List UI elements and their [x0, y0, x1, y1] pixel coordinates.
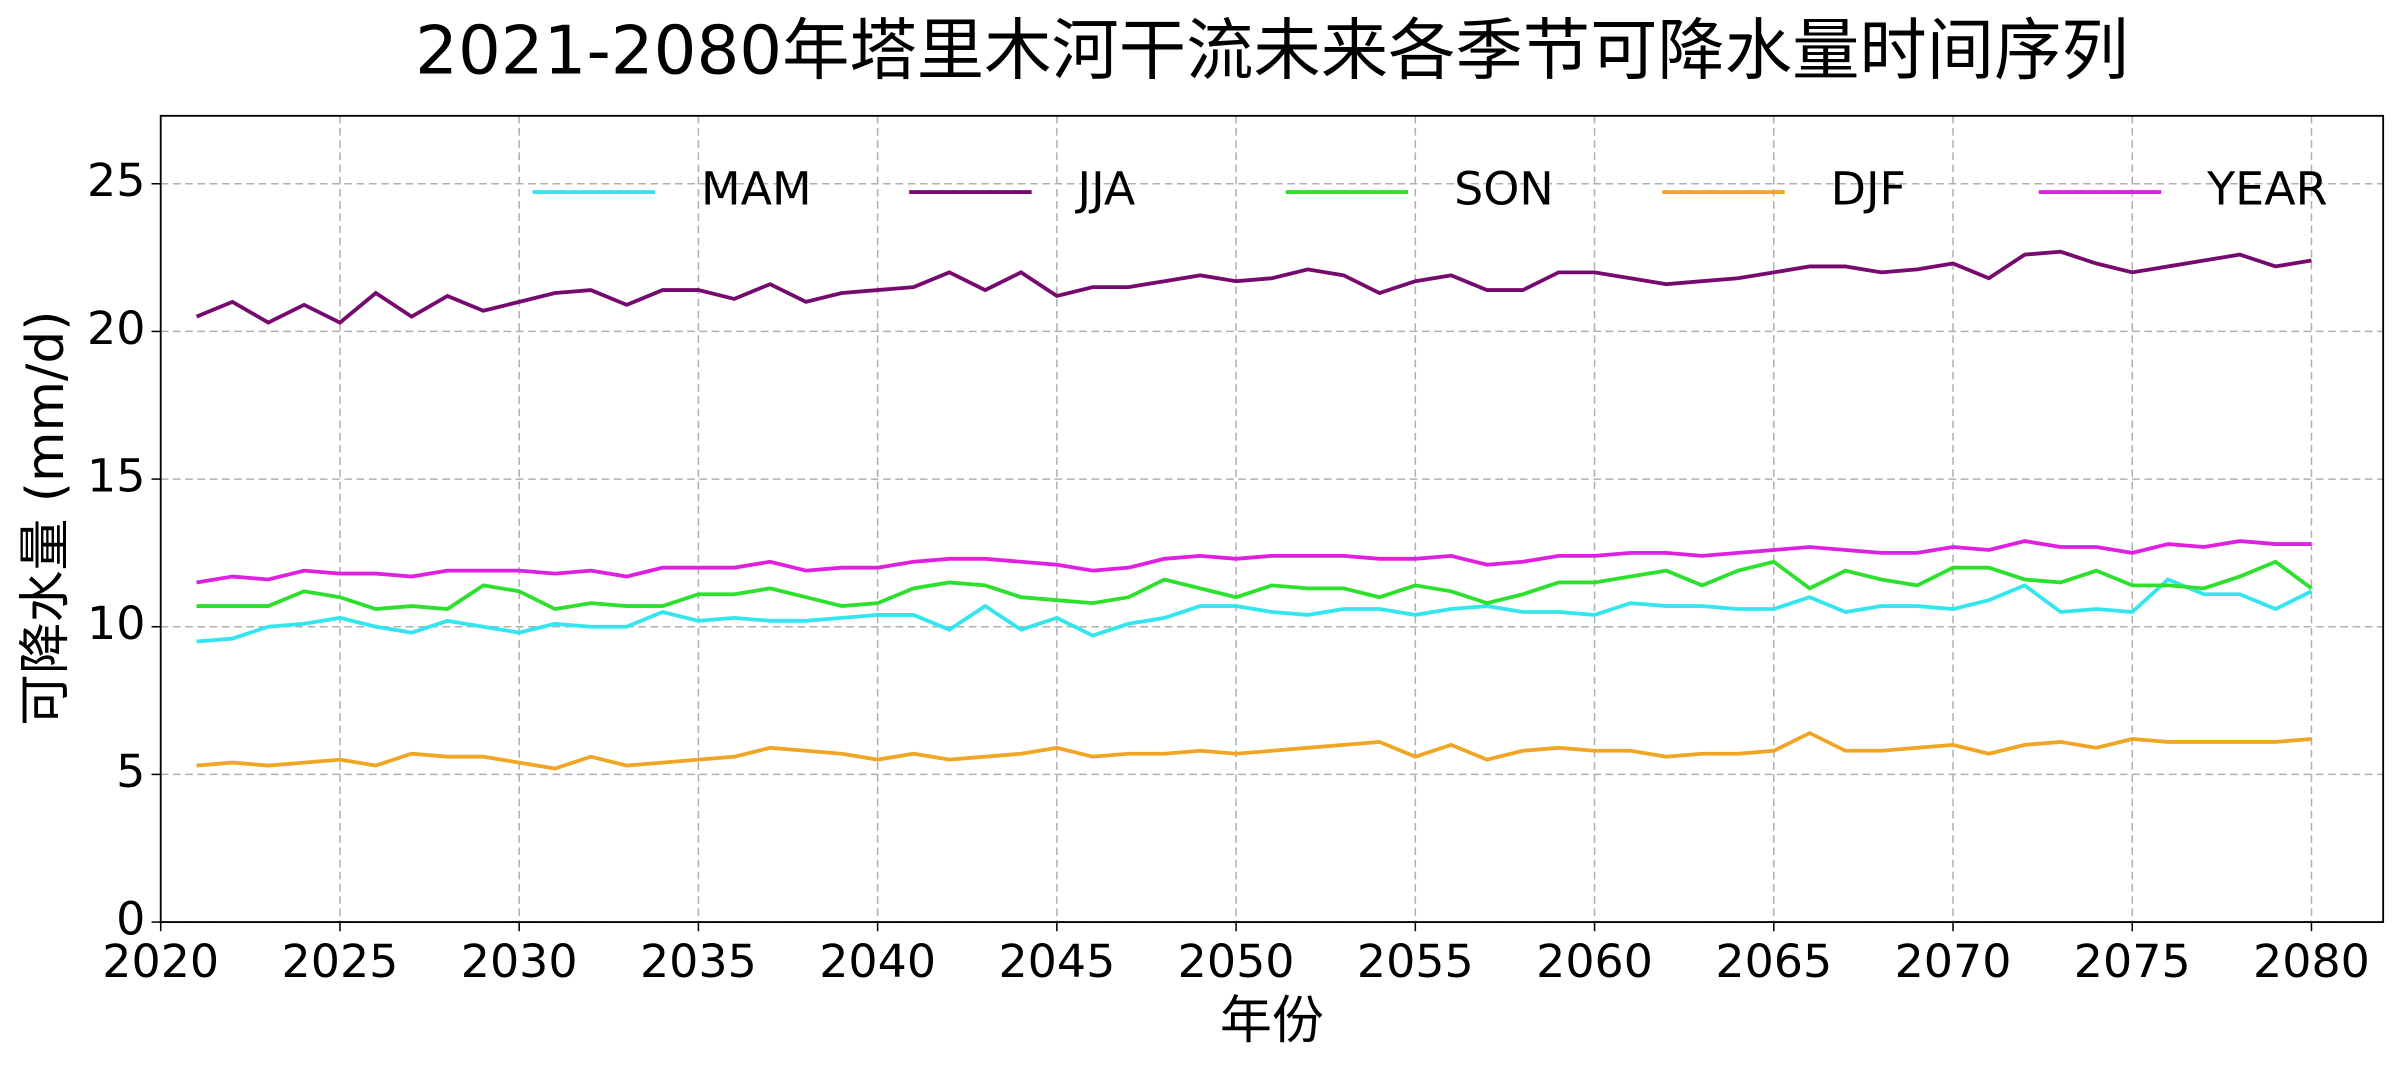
legend-label: YEAR	[2206, 162, 2327, 216]
x-tick-label: 2060	[1536, 934, 1653, 988]
x-tick-label: 2080	[2253, 934, 2370, 988]
series-line	[196, 559, 2313, 612]
legend-label: JJA	[1075, 162, 1136, 216]
series-line	[196, 577, 2313, 644]
y-tick-label: 10	[87, 596, 145, 650]
x-tick-label: 2035	[640, 934, 757, 988]
chart-title: 2021-2080年塔里木河干流未来各季节可降水量时间序列	[415, 12, 2129, 90]
y-axis-label: 可降水量 (mm/d)	[16, 311, 76, 726]
legend-label: SON	[1454, 162, 1554, 216]
x-tick-label: 2075	[2074, 934, 2191, 988]
x-tick-label: 2050	[1178, 934, 1295, 988]
x-tick-label: 2065	[1715, 934, 1832, 988]
y-tick-label: 20	[87, 301, 145, 355]
y-tick-label: 5	[116, 744, 145, 798]
series-line	[196, 730, 2312, 771]
series-line	[196, 539, 2312, 585]
x-tick-label: 2040	[819, 934, 936, 988]
x-tick-label: 2055	[1357, 934, 1474, 988]
series-line	[195, 249, 2312, 325]
y-tick-label: 0	[116, 892, 145, 946]
x-tick-label: 2045	[998, 934, 1115, 988]
plot-frame	[159, 114, 2385, 923]
legend-label: DJF	[1831, 162, 1906, 216]
y-tick-label: 25	[87, 153, 145, 207]
legend-label: MAM	[701, 162, 812, 216]
x-axis-label: 年份	[1220, 991, 1324, 1051]
x-tick-label: 2030	[461, 934, 578, 988]
x-tick-label: 2025	[282, 934, 399, 988]
y-tick-label: 15	[87, 449, 145, 503]
x-tick-label: 2070	[1895, 934, 2012, 988]
x-tick-label: 2020	[102, 934, 219, 988]
